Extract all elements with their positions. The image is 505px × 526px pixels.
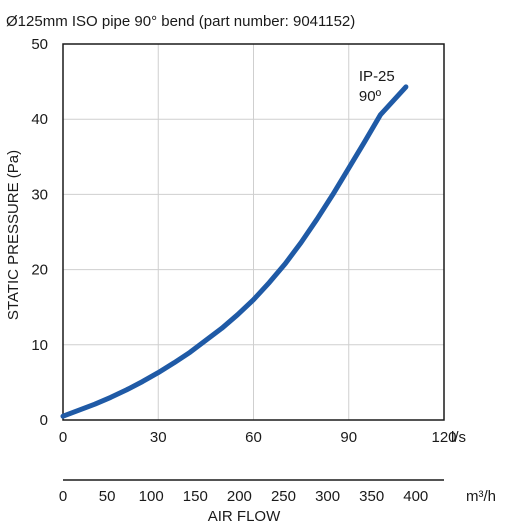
x2-tick-label: 150 xyxy=(183,488,208,505)
secondary-x-axis-ticks: 0 50 100 150 200 250 300 350 400 xyxy=(59,488,428,505)
plot-frame xyxy=(62,43,445,421)
x-axis-unit: l/s xyxy=(451,429,466,446)
secondary-x-axis-unit: m³/h xyxy=(466,488,496,505)
y-tick-label: 20 xyxy=(31,262,48,279)
x-tick-label: 30 xyxy=(150,429,167,446)
x-tick-label: 90 xyxy=(340,429,357,446)
series-label: IP-25 xyxy=(359,68,395,85)
series-line xyxy=(60,84,409,419)
x2-tick-label: 250 xyxy=(271,488,296,505)
y-tick-label: 10 xyxy=(31,337,48,354)
chart-title: Ø125mm ISO pipe 90° bend (part number: 9… xyxy=(6,13,355,30)
y-axis-label: STATIC PRESSURE (Pa) xyxy=(5,150,22,320)
x2-tick-label: 200 xyxy=(227,488,252,505)
x-tick-label: 60 xyxy=(245,429,262,446)
x-axis-ticks: 0 30 60 90 120 xyxy=(59,429,457,446)
x2-tick-label: 0 xyxy=(59,488,67,505)
x2-tick-label: 100 xyxy=(139,488,164,505)
x2-tick-label: 300 xyxy=(315,488,340,505)
y-tick-label: 0 xyxy=(40,412,48,429)
grid xyxy=(63,44,444,420)
x2-tick-label: 50 xyxy=(99,488,116,505)
x-tick-label: 120 xyxy=(431,429,456,446)
x-tick-label: 0 xyxy=(59,429,67,446)
series-label: 90º xyxy=(359,88,382,105)
x2-tick-label: 400 xyxy=(403,488,428,505)
y-tick-label: 50 xyxy=(31,36,48,53)
y-tick-label: 40 xyxy=(31,111,48,128)
x2-tick-label: 350 xyxy=(359,488,384,505)
y-tick-label: 30 xyxy=(31,186,48,203)
y-axis-ticks: 0 10 20 30 40 50 xyxy=(31,36,48,429)
series-group: IP-25 90º xyxy=(60,68,409,419)
x-axis-label: AIR FLOW xyxy=(208,508,281,525)
